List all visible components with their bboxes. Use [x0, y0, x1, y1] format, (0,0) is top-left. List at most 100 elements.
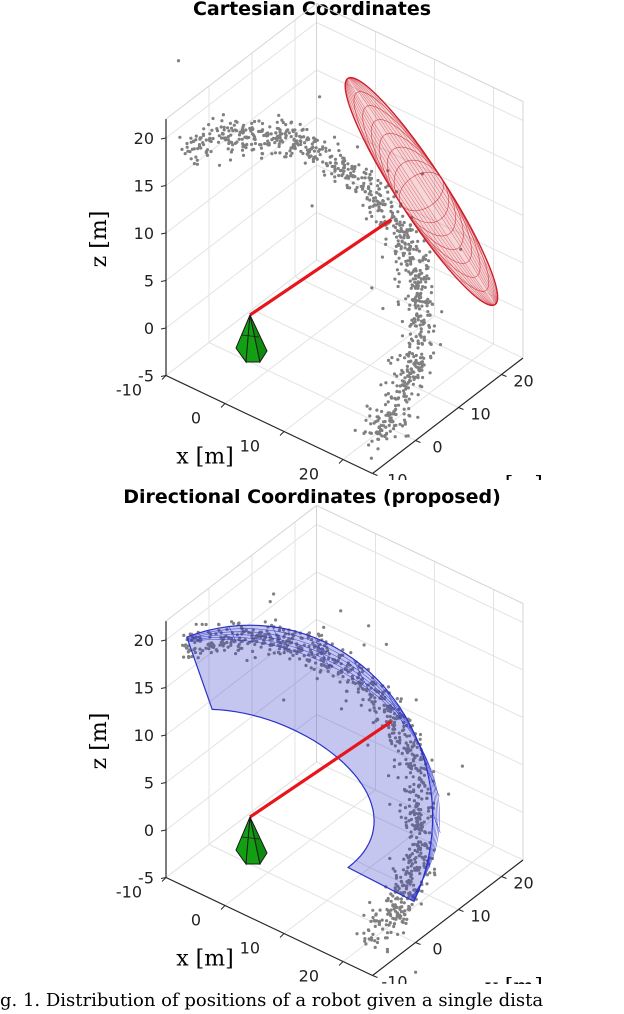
scatter-point: [275, 120, 279, 124]
x-tick-label: -10: [116, 883, 142, 902]
scatter-point: [403, 356, 407, 360]
scatter-point: [364, 167, 368, 171]
scatter-point: [386, 197, 390, 201]
scatter-point: [412, 790, 416, 794]
scatter-point: [426, 259, 431, 263]
z-tick-label: -5: [138, 869, 154, 888]
scatter-point: [264, 132, 268, 136]
scatter-point: [361, 184, 365, 188]
scatter-point: [409, 761, 413, 766]
scatter-point: [199, 651, 203, 655]
scatter-point: [390, 412, 394, 416]
scatter-point: [408, 350, 412, 355]
ellipsoid-mesh-line: [353, 91, 490, 292]
scatter-point: [305, 127, 309, 132]
scatter-point: [393, 396, 397, 400]
scatter-point: [399, 697, 403, 701]
scatter-point: [196, 656, 200, 660]
scatter-point: [425, 882, 429, 886]
scatter-point: [311, 145, 315, 149]
scatter-point: [403, 732, 407, 737]
grid-line: [251, 811, 459, 910]
y-tick: [501, 374, 507, 377]
scatter-point: [303, 161, 307, 165]
scatter-point: [399, 910, 403, 914]
z-tick: [160, 185, 167, 187]
scatter-point: [367, 928, 371, 933]
scatter-point: [401, 253, 405, 258]
scatter-point: [385, 907, 389, 912]
scatter-point: [403, 909, 407, 913]
scatter-point: [347, 176, 351, 180]
scatter-point: [397, 272, 401, 276]
scatter-point: [420, 304, 424, 308]
scatter-point: [195, 162, 199, 166]
scatter-point: [387, 774, 391, 778]
scatter-point: [209, 651, 213, 655]
scatter-point: [389, 892, 393, 896]
scatter-point: [219, 125, 223, 129]
scatter-point: [313, 155, 317, 159]
scatter-point: [342, 166, 346, 170]
scatter-point: [395, 905, 399, 909]
scatter-point: [336, 670, 341, 674]
scatter-point: [409, 880, 413, 884]
scatter-point: [201, 141, 205, 145]
scatter-point: [367, 186, 371, 191]
scatter-point: [408, 734, 412, 738]
scatter-point: [404, 741, 408, 745]
y-tick: [415, 942, 421, 945]
scatter-point: [424, 264, 429, 268]
scatter-point: [207, 643, 211, 647]
scatter-point: [268, 600, 272, 604]
scatter-point: [281, 140, 285, 144]
scatter-point: [416, 373, 420, 377]
scatter-point: [383, 203, 387, 207]
scatter-point: [418, 812, 422, 816]
scatter-point: [406, 743, 410, 747]
scatter-point: [361, 203, 365, 207]
scatter-point: [396, 302, 401, 307]
scatter-point: [393, 408, 397, 412]
scatter-point: [396, 932, 400, 936]
scatter-point: [390, 396, 394, 400]
scatter-point: [216, 140, 221, 144]
scatter-point: [266, 139, 270, 143]
scatter-point: [378, 202, 382, 206]
scatter-point: [290, 151, 294, 155]
scatter-point: [419, 902, 423, 906]
scatter-point: [330, 172, 334, 176]
scatter-point: [428, 871, 432, 875]
scatter-point: [362, 643, 366, 647]
scatter-point: [403, 806, 408, 810]
scatter-point: [402, 236, 406, 240]
x-tick: [279, 933, 285, 938]
scatter-point: [394, 882, 398, 886]
scatter-point: [384, 242, 388, 246]
scatter-point: [408, 882, 412, 886]
scatter-point: [418, 369, 422, 373]
scatter-point: [368, 900, 372, 905]
scatter-point: [398, 735, 402, 740]
scatter-point: [338, 153, 343, 157]
scatter-point: [305, 658, 310, 662]
scatter-point: [398, 699, 403, 703]
scatter-point: [405, 228, 409, 232]
scatter-point: [378, 908, 382, 912]
scatter-point: [185, 145, 189, 149]
scatter-point: [408, 303, 412, 307]
scatter-point: [392, 231, 396, 235]
scatter-point: [365, 404, 369, 408]
scatter-point: [333, 175, 337, 179]
scatter-point: [318, 148, 322, 152]
scatter-point: [426, 313, 430, 317]
scatter-point: [351, 680, 355, 684]
scatter-point: [210, 128, 214, 132]
scatter-point: [385, 936, 389, 940]
scatter-point: [377, 416, 381, 420]
scatter-point: [194, 134, 198, 138]
scatter-point: [188, 632, 192, 636]
scatter-point: [388, 416, 392, 420]
scatter-point: [414, 860, 418, 864]
scatter-point: [373, 696, 377, 700]
